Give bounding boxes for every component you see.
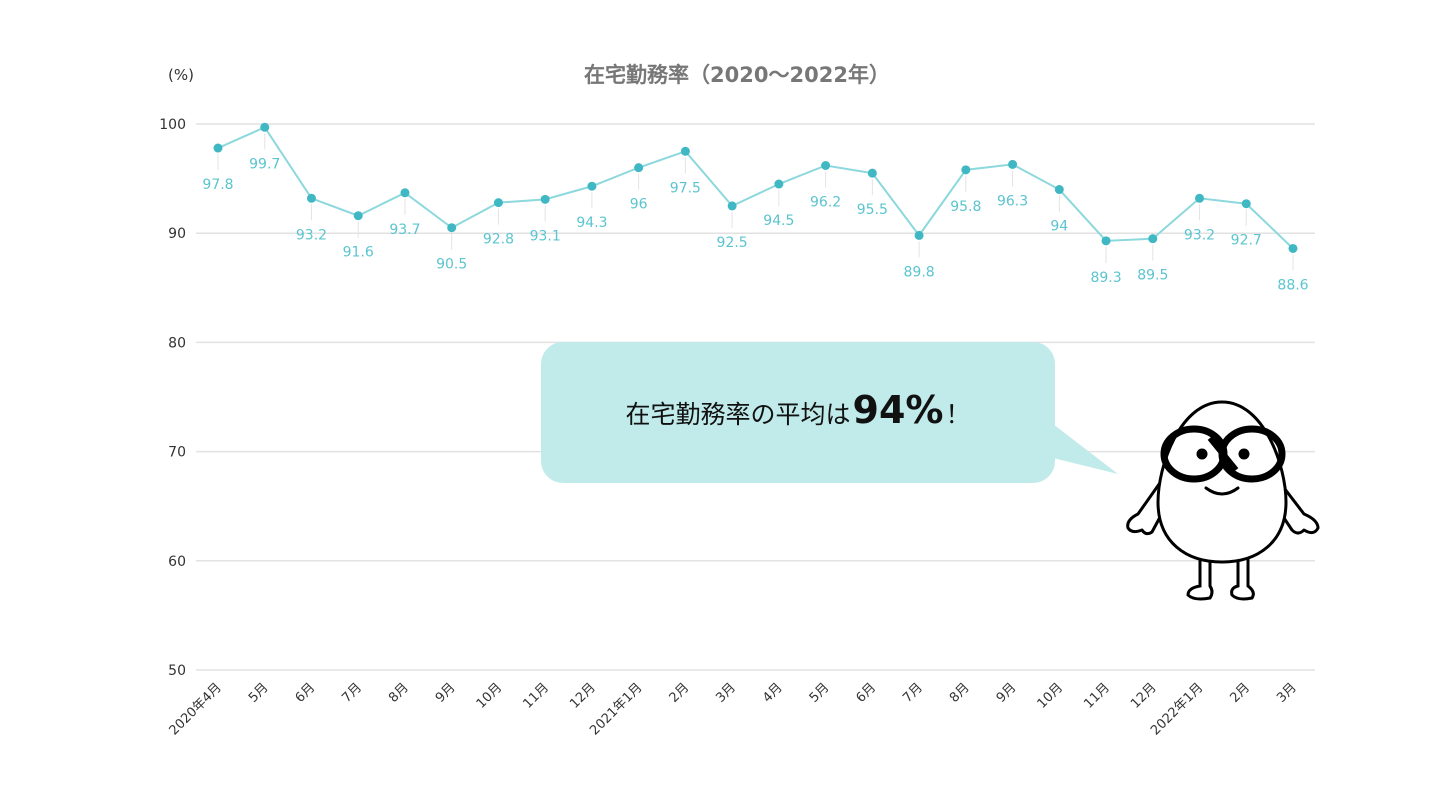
data-point (493, 198, 503, 208)
x-tick-label: 11月 (1081, 680, 1112, 711)
data-label: 93.7 (389, 222, 420, 238)
data-point (634, 163, 644, 173)
data-label: 89.5 (1137, 268, 1168, 284)
x-tick-label: 12月 (567, 680, 598, 711)
x-tick-label: 2月 (1227, 680, 1253, 706)
x-tick-label: 7月 (900, 680, 926, 706)
callout-suffix: ！ (945, 399, 971, 429)
x-tick-label: 4月 (760, 680, 786, 706)
x-tick-label: 10月 (1035, 680, 1066, 711)
y-axis-unit: (%) (168, 66, 194, 84)
y-tick-label: 80 (168, 335, 186, 351)
data-label: 94.3 (576, 215, 607, 231)
data-point (1288, 243, 1298, 253)
data-point (774, 179, 784, 189)
data-point (540, 194, 550, 204)
y-axis-ticks: 50 60 70 80 90 100 (159, 117, 186, 679)
data-label: 99.7 (249, 156, 280, 172)
chart-title: 在宅勤務率（2020～2022年） (584, 63, 890, 87)
x-tick-label: 7月 (339, 680, 365, 706)
data-point (213, 143, 223, 153)
callout-bubble: 在宅勤務率の平均は 94%！ (541, 342, 1055, 483)
data-label: 97.5 (670, 180, 701, 196)
data-label: 95.5 (857, 202, 888, 218)
data-point (1054, 185, 1064, 195)
data-label: 92.5 (717, 235, 748, 251)
x-tick-label: 11月 (521, 680, 552, 711)
data-label: 94 (1050, 219, 1068, 235)
data-point (1101, 236, 1111, 246)
data-point (914, 230, 924, 240)
data-label: 89.8 (904, 264, 935, 280)
grid-lines (196, 123, 1315, 671)
data-point (400, 188, 410, 198)
data-label: 96 (630, 197, 648, 213)
data-label: 91.6 (343, 245, 374, 261)
data-point (961, 165, 971, 175)
data-point (353, 211, 363, 221)
data-point (306, 193, 316, 203)
data-point (1008, 159, 1018, 169)
data-point (1195, 193, 1205, 203)
y-tick-label: 90 (168, 226, 186, 242)
x-tick-label: 5月 (807, 680, 833, 706)
x-tick-label: 9月 (994, 680, 1020, 706)
callout-text: 在宅勤務率の平均は 94%！ (626, 388, 971, 432)
data-label: 93.2 (1184, 227, 1215, 243)
egg-character-with-glasses-icon (1126, 400, 1320, 601)
data-label: 95.8 (950, 199, 981, 215)
x-tick-label: 6月 (293, 680, 319, 706)
callout-average-value: 94% (852, 387, 944, 432)
x-tick-label: 10月 (474, 680, 505, 711)
data-point (1241, 199, 1251, 209)
x-tick-label: 3月 (1274, 680, 1300, 706)
x-tick-label: 8月 (947, 680, 973, 706)
data-labels: 97.8 99.7 93.2 91.6 93.7 90.5 92.8 93.1 94.3 96 97… (202, 133, 1309, 293)
data-label: 96.3 (997, 193, 1028, 209)
data-point (727, 201, 737, 211)
data-label: 97.8 (202, 177, 233, 193)
data-point (821, 160, 831, 170)
data-point (680, 146, 690, 156)
x-tick-label: 3月 (713, 680, 739, 706)
data-label: 90.5 (436, 257, 467, 273)
data-point (1148, 234, 1158, 244)
data-label: 93.1 (530, 228, 561, 244)
x-tick-label: 2月 (667, 680, 693, 706)
x-tick-label: 12月 (1128, 680, 1159, 711)
x-tick-label: 6月 (854, 680, 880, 706)
data-point (867, 168, 877, 178)
data-label: 92.7 (1231, 233, 1262, 249)
y-tick-label: 60 (168, 554, 186, 570)
data-label: 89.3 (1090, 270, 1121, 286)
series-path (217, 126, 1294, 250)
data-point (587, 181, 597, 191)
x-tick-label: 2020年4月 (167, 680, 225, 738)
callout-prefix: 在宅勤務率の平均は (625, 399, 851, 429)
data-label: 93.2 (296, 227, 327, 243)
data-point (260, 122, 270, 132)
data-label: 96.2 (810, 194, 841, 210)
data-label: 88.6 (1277, 277, 1308, 293)
y-tick-label: 50 (168, 663, 186, 679)
x-tick-label: 5月 (246, 680, 272, 706)
y-tick-label: 70 (168, 445, 186, 461)
x-tick-label: 9月 (433, 680, 459, 706)
series-line (213, 122, 1298, 253)
y-tick-label: 100 (159, 117, 186, 133)
data-point (447, 223, 457, 233)
data-label: 94.5 (763, 213, 794, 229)
x-tick-label: 8月 (386, 680, 412, 706)
data-label: 92.8 (483, 232, 514, 248)
